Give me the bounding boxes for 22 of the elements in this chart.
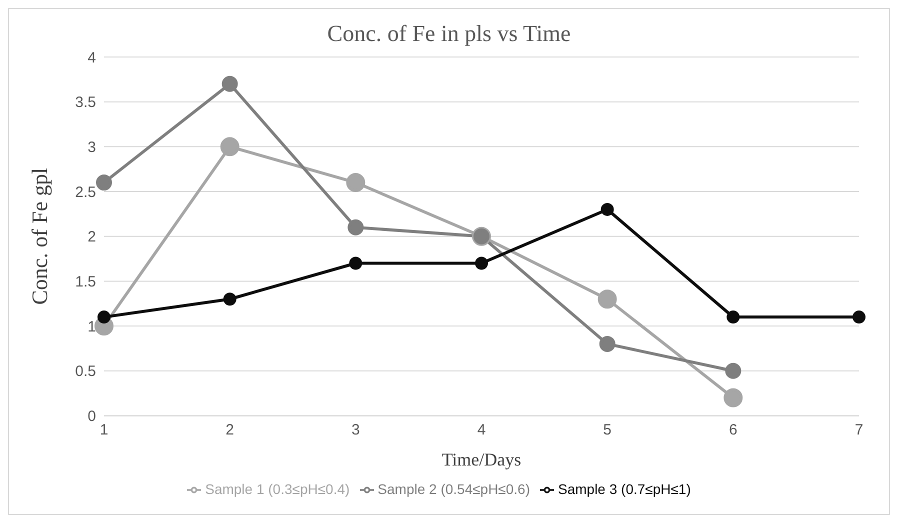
legend-label: Sample 3 (0.7≤pH≤1) <box>558 480 691 497</box>
y-tick-label: 0 <box>88 408 96 426</box>
legend-label: Sample 2 (0.54≤pH≤0.6) <box>378 480 530 497</box>
y-tick-label: 2 <box>88 228 96 246</box>
y-tick-label: 1.5 <box>75 274 96 291</box>
y-tick-label: 4 <box>88 49 96 66</box>
y-tick-label: 3 <box>88 139 96 156</box>
y-tick-label: 3.5 <box>75 94 96 112</box>
y-tick-label: 1 <box>88 318 96 336</box>
legend-label: Sample 1 (0.3≤pH≤0.4) <box>205 480 350 497</box>
x-tick-label: 6 <box>728 421 738 438</box>
x-tick-label: 5 <box>603 421 612 438</box>
chart-title: Conc. of Fe in pls vs Time <box>326 21 572 47</box>
x-tick-label: 2 <box>226 421 234 438</box>
x-tick-label: 1 <box>100 421 108 438</box>
x-axis-title: Time/Days <box>442 450 522 470</box>
x-tick-label: 3 <box>351 421 360 438</box>
x-tick-label: 7 <box>854 421 864 438</box>
y-tick-label: 0.5 <box>75 363 96 380</box>
y-axis-title: Conc. of Fe gpl <box>26 168 52 305</box>
y-tick-label: 2.5 <box>75 184 96 201</box>
x-tick-label: 4 <box>477 421 486 438</box>
